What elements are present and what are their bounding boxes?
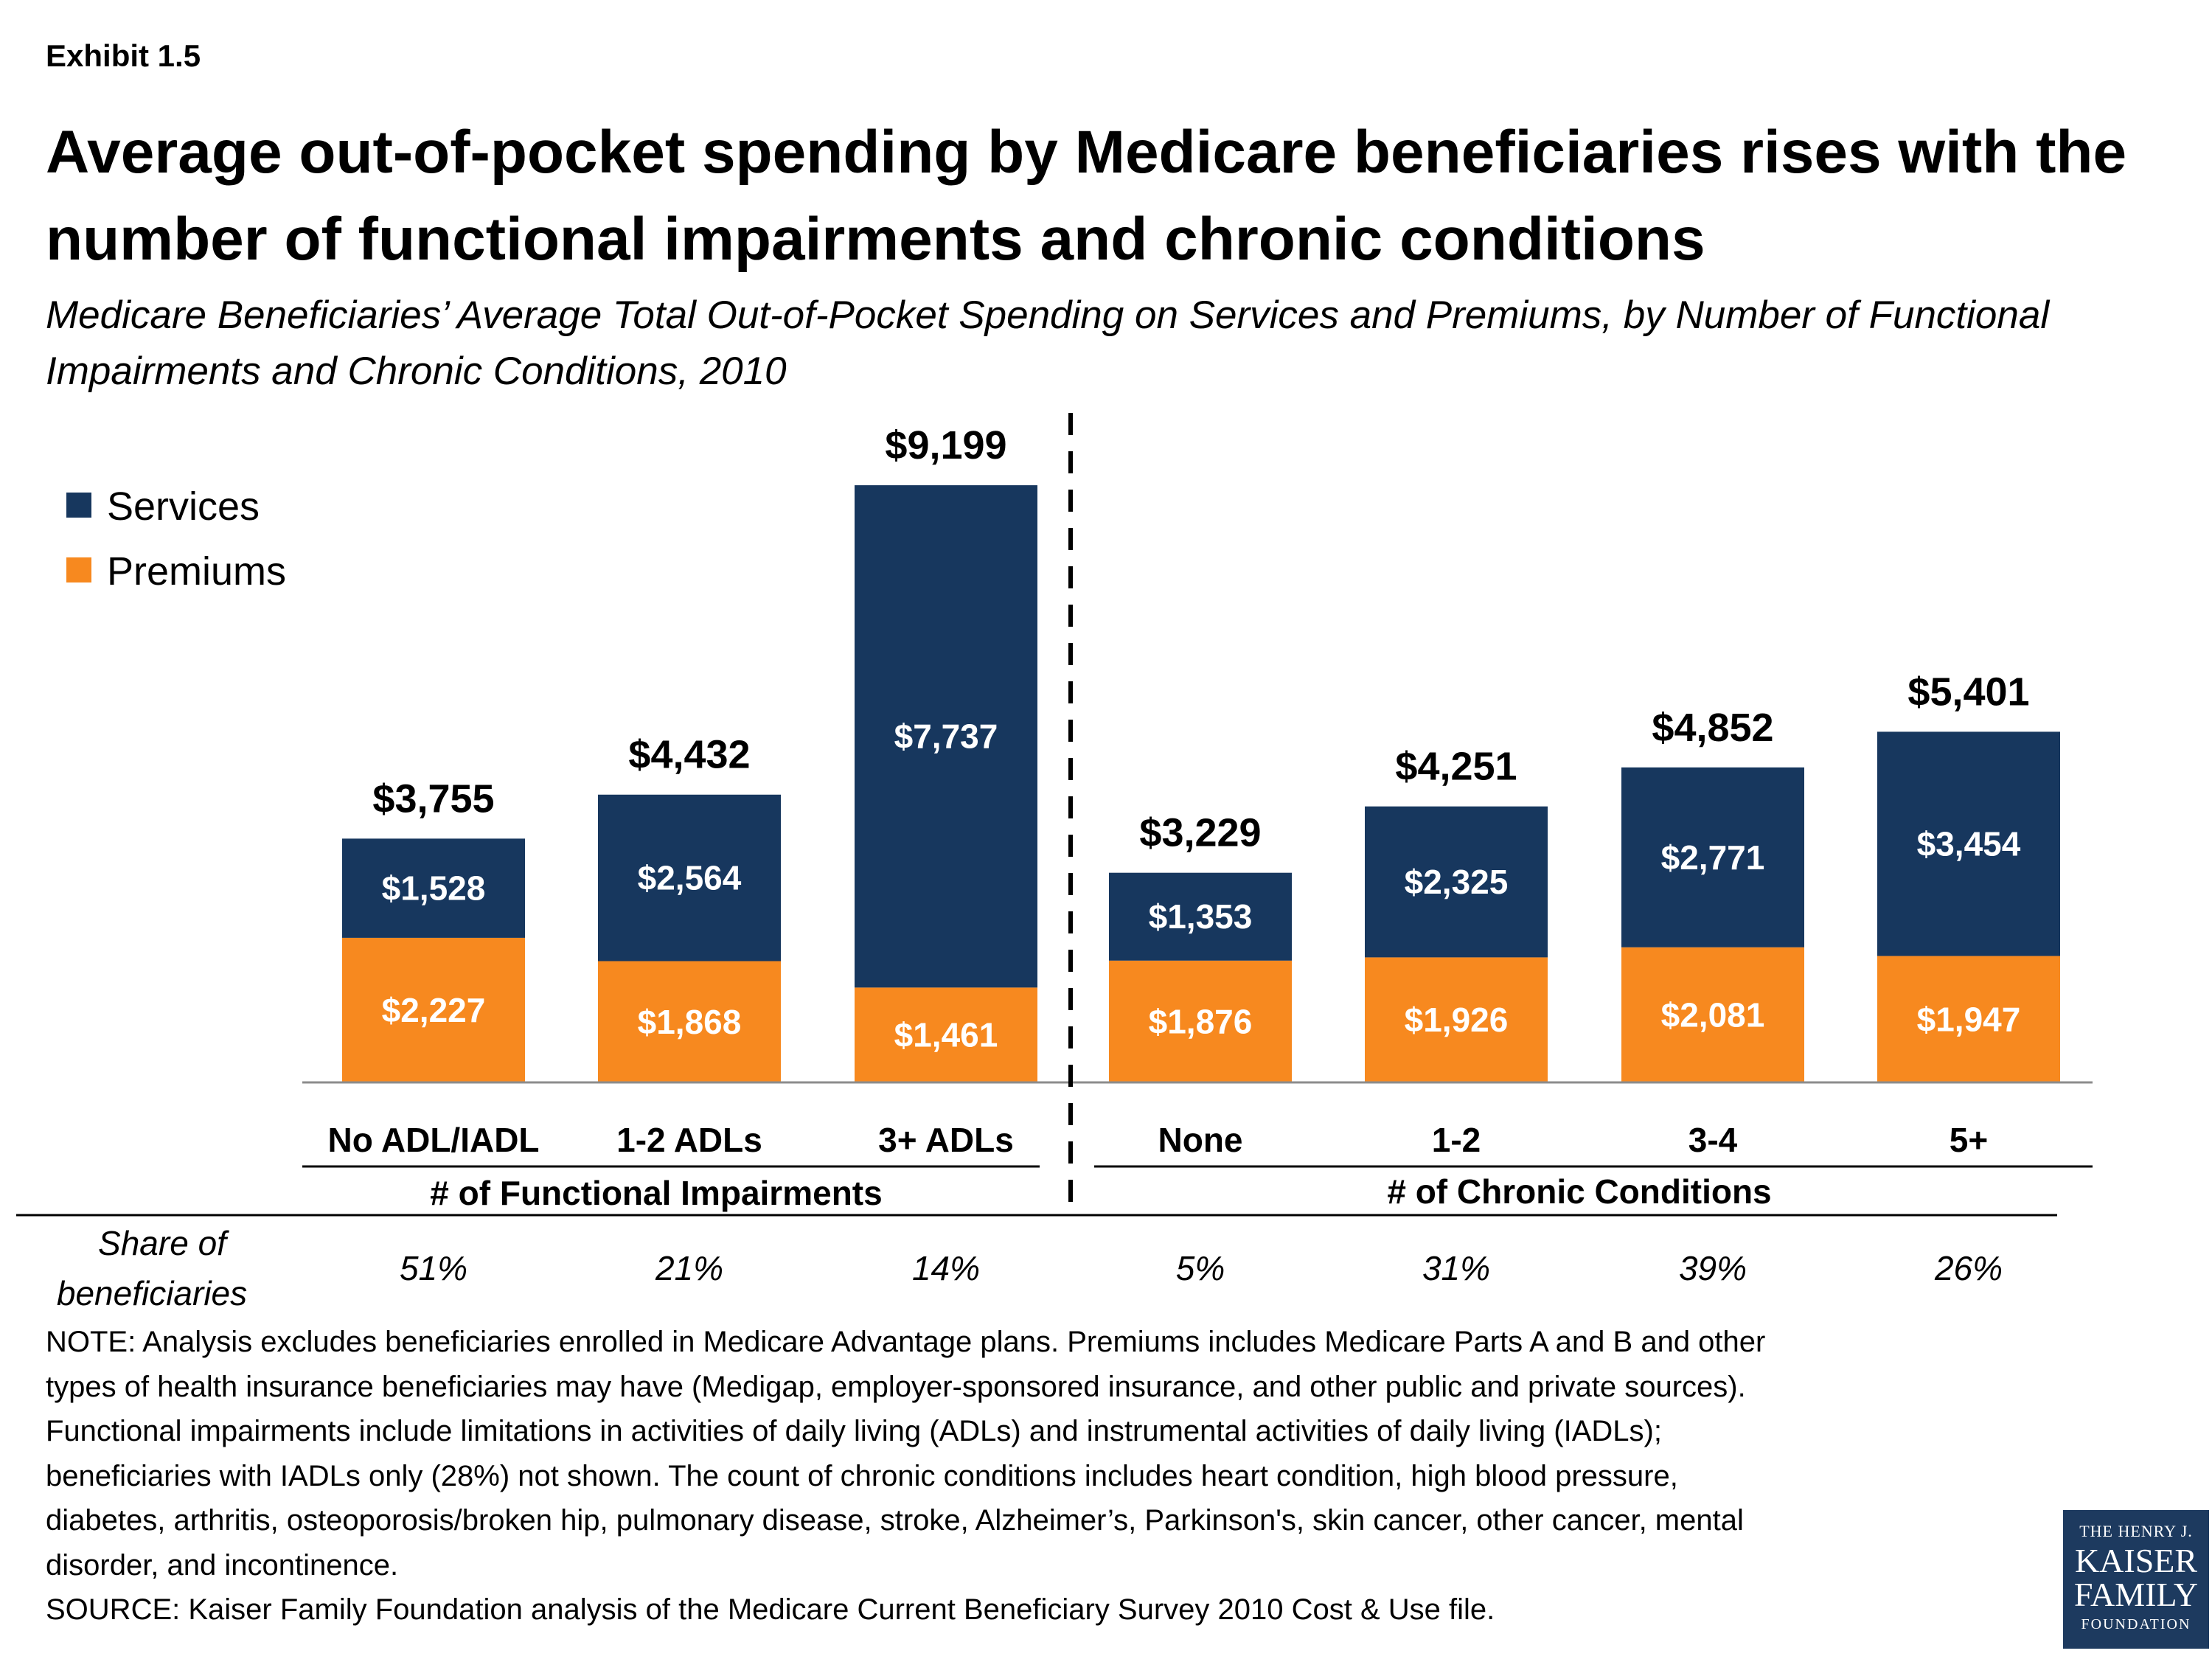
note-line: NOTE: Analysis excludes beneficiaries en… [46, 1326, 1766, 1358]
bar-segment-services [1109, 872, 1292, 961]
group-label-chronic: # of Chronic Conditions [1387, 1172, 1771, 1211]
logo-line-4: FOUNDATION [2081, 1616, 2191, 1632]
chart-subtitle: Medicare Beneficiaries’ Average Total Ou… [46, 293, 2050, 393]
data-label-total: $3,755 [372, 776, 494, 821]
data-label-premiums: $2,227 [382, 991, 486, 1029]
exhibit-number: Exhibit 1.5 [46, 38, 201, 73]
bar-segment-services [1621, 767, 1804, 947]
legend-label-services: Services [107, 484, 260, 529]
legend-label-premiums: Premiums [107, 549, 286, 594]
share-value: 39% [1679, 1249, 1747, 1287]
data-label-premiums: $1,868 [638, 1003, 742, 1041]
bar-segment-services [598, 794, 781, 961]
chart-legend: Services Premiums [66, 484, 286, 594]
data-label-premiums: $2,081 [1661, 995, 1765, 1034]
x-tick-label: 1-2 ADLs [616, 1121, 762, 1159]
data-label-total: $4,251 [1395, 745, 1517, 789]
bar-segment-premiums [1877, 956, 2060, 1082]
x-tick-label: None [1158, 1121, 1243, 1159]
logo-line-3: FAMILY [2073, 1576, 2199, 1613]
note-line: disorder, and incontinence. [46, 1548, 399, 1582]
stacked-bar-chart: Services Premiums $2,227 $1,528 $3,755 No A… [16, 413, 2093, 1312]
note-line: diabetes, arthritis, osteoporosis/broken… [46, 1504, 1744, 1537]
note-line: beneficiaries with IADLs only (28%) not … [46, 1459, 1678, 1492]
data-label-services: $2,325 [1405, 863, 1509, 901]
bar-segment-premiums [855, 987, 1037, 1082]
data-label-premiums: $1,461 [894, 1016, 998, 1054]
data-label-services: $2,564 [638, 859, 742, 897]
share-value: 21% [655, 1249, 723, 1287]
bar-segment-services [1365, 806, 1548, 958]
bar-segment-services [1877, 731, 2060, 956]
share-label-line1: Share of [98, 1224, 229, 1262]
bars-layer [342, 485, 2060, 1082]
data-label-services: $1,528 [382, 869, 486, 908]
note-line: types of health insurance beneficiaries … [46, 1370, 1746, 1403]
share-label-line2: beneficiaries [57, 1274, 247, 1312]
x-tick-label: No ADL/IADL [327, 1121, 539, 1159]
share-values-row: 51% 21% 14% 5% 31% 39% 26% [400, 1249, 2003, 1287]
source-line: SOURCE: Kaiser Family Foundation analysi… [46, 1593, 1495, 1626]
data-label-total: $5,401 [1907, 669, 2029, 714]
data-label-total: $9,199 [885, 423, 1006, 467]
data-label-premiums: $1,947 [1917, 1000, 2021, 1038]
x-tick-label: 5+ [1950, 1121, 1988, 1159]
legend-swatch-services [66, 493, 91, 518]
x-tick-label: 3-4 [1688, 1121, 1738, 1159]
share-value: 26% [1934, 1249, 2003, 1287]
legend-swatch-premiums [66, 557, 91, 582]
logo-line-2: KAISER [2074, 1542, 2198, 1579]
x-tick-label: 3+ ADLs [878, 1121, 1014, 1159]
data-label-total: $3,229 [1139, 811, 1261, 855]
bar-segment-services [342, 838, 525, 938]
data-label-premiums: $1,876 [1149, 1002, 1253, 1040]
share-value: 14% [912, 1249, 980, 1287]
data-label-services: $1,353 [1149, 897, 1253, 936]
data-label-total: $4,852 [1652, 706, 1773, 750]
bar-segment-premiums [1621, 947, 1804, 1082]
data-label-services: $2,771 [1661, 838, 1765, 877]
bar-segment-premiums [1365, 957, 1548, 1082]
labels-layer: $2,227 $1,528 $3,755 No ADL/IADL $1,868 $2,56… [327, 423, 2029, 1159]
share-value: 31% [1422, 1249, 1490, 1287]
share-value: 51% [400, 1249, 467, 1287]
footnote-block: NOTE: Analysis excludes beneficiaries en… [46, 1320, 2037, 1632]
chart-title: Average out-of-pocket spending by Medica… [46, 119, 2127, 273]
kff-logo: THE HENRY J. KAISER FAMILY FOUNDATION [2063, 1510, 2209, 1649]
bar-segment-premiums [342, 937, 525, 1082]
bar-segment-premiums [598, 961, 781, 1082]
bar-segment-services [855, 485, 1037, 988]
data-label-services: $7,737 [894, 717, 998, 756]
data-label-total: $4,432 [628, 733, 750, 777]
note-line: Functional impairments include limitatio… [46, 1415, 1662, 1447]
share-value: 5% [1176, 1249, 1225, 1287]
group-label-functional: # of Functional Impairments [430, 1174, 882, 1212]
bar-segment-premiums [1109, 960, 1292, 1082]
x-tick-label: 1-2 [1432, 1121, 1481, 1159]
data-label-premiums: $1,926 [1405, 1001, 1509, 1039]
data-label-services: $3,454 [1917, 824, 2021, 863]
logo-line-1: THE HENRY J. [2079, 1522, 2193, 1540]
